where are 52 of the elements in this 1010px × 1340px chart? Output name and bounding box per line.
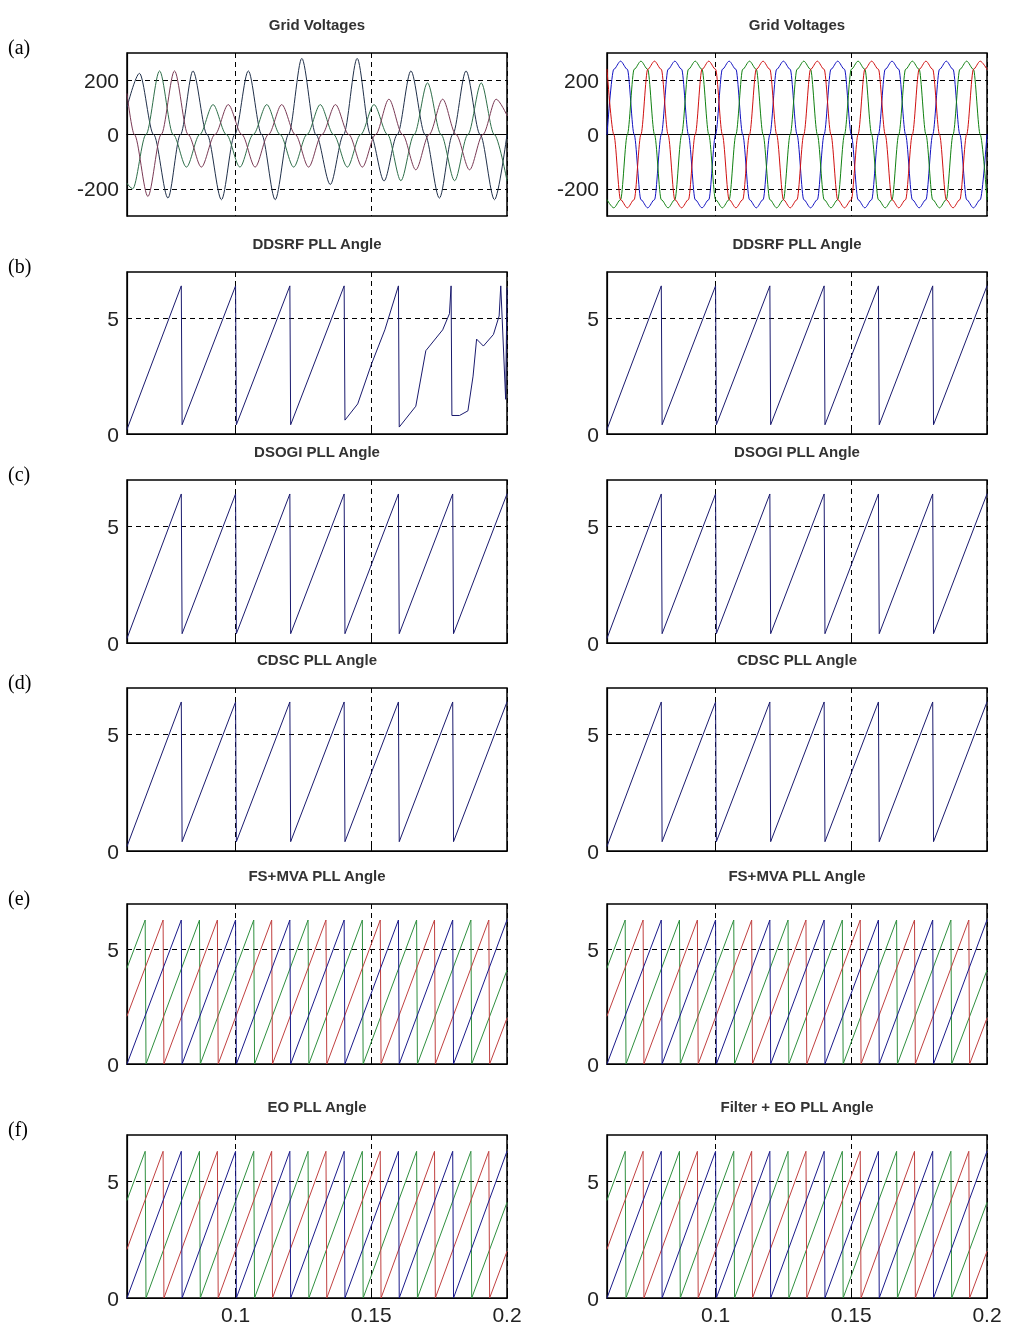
text: (b)	[8, 255, 32, 278]
chart-title: CDSC PLL Angle	[256, 651, 378, 668]
y-tick-label: 0	[587, 1052, 599, 1076]
y-tick-label: 5	[587, 306, 599, 330]
chart-title: DDSRF PLL Angle	[732, 235, 862, 252]
y-tick-label: 0	[587, 422, 599, 446]
y-tick-label: 0	[587, 123, 599, 146]
y-tick-label: 0	[107, 123, 119, 146]
chart-title: FS+MVA PLL Angle	[248, 867, 386, 884]
y-tick-label: 0	[107, 631, 119, 655]
y-tick-label: 5	[107, 938, 119, 962]
text: (d)	[8, 671, 32, 694]
x-tick-label: 0.1	[700, 1303, 731, 1326]
y-tick-label: 5	[107, 1170, 119, 1194]
line-series	[126, 285, 508, 430]
x-tick-label: 0.15	[350, 1303, 392, 1326]
y-tick-label: -200	[556, 177, 599, 201]
y-tick-label: 0	[587, 839, 599, 863]
chart-title: EO PLL Angle	[267, 1098, 367, 1115]
x-tick-label: 0.1	[220, 1303, 251, 1326]
text: (e)	[8, 887, 31, 910]
text: (c)	[8, 463, 31, 486]
chart-title: Grid Voltages	[748, 16, 846, 33]
y-tick-label: 5	[587, 515, 599, 539]
chart-title: Filter + EO PLL Angle	[720, 1098, 874, 1115]
line-series	[606, 60, 988, 209]
chart-title: Grid Voltages	[268, 16, 366, 33]
chart-title: CDSC PLL Angle	[736, 651, 858, 668]
y-tick-label: 0	[107, 839, 119, 863]
x-tick-label: 0.2	[492, 1303, 522, 1326]
y-tick-label: 0	[587, 631, 599, 655]
x-tick-label: 0.15	[830, 1303, 872, 1326]
y-tick-label: 5	[587, 723, 599, 747]
chart-title: DDSRF PLL Angle	[252, 235, 382, 252]
chart-title: FS+MVA PLL Angle	[728, 867, 866, 884]
y-tick-label: 0	[587, 1286, 599, 1310]
x-tick-label: 0.2	[972, 1303, 1002, 1326]
y-tick-label: 5	[107, 306, 119, 330]
y-tick-label: 0	[107, 1052, 119, 1076]
text: (f)	[8, 1118, 28, 1141]
y-tick-label: 200	[563, 68, 599, 92]
y-tick-label: 5	[107, 515, 119, 539]
y-tick-label: 5	[587, 1170, 599, 1194]
text: (a)	[8, 36, 31, 59]
y-tick-label: 0	[107, 1286, 119, 1310]
y-tick-label: 200	[83, 68, 119, 92]
y-tick-label: 0	[107, 422, 119, 446]
y-tick-label: 5	[107, 723, 119, 747]
y-tick-label: -200	[76, 177, 119, 201]
y-tick-label: 5	[587, 938, 599, 962]
chart-title: DSOGI PLL Angle	[254, 443, 380, 460]
chart-title: DSOGI PLL Angle	[734, 443, 860, 460]
